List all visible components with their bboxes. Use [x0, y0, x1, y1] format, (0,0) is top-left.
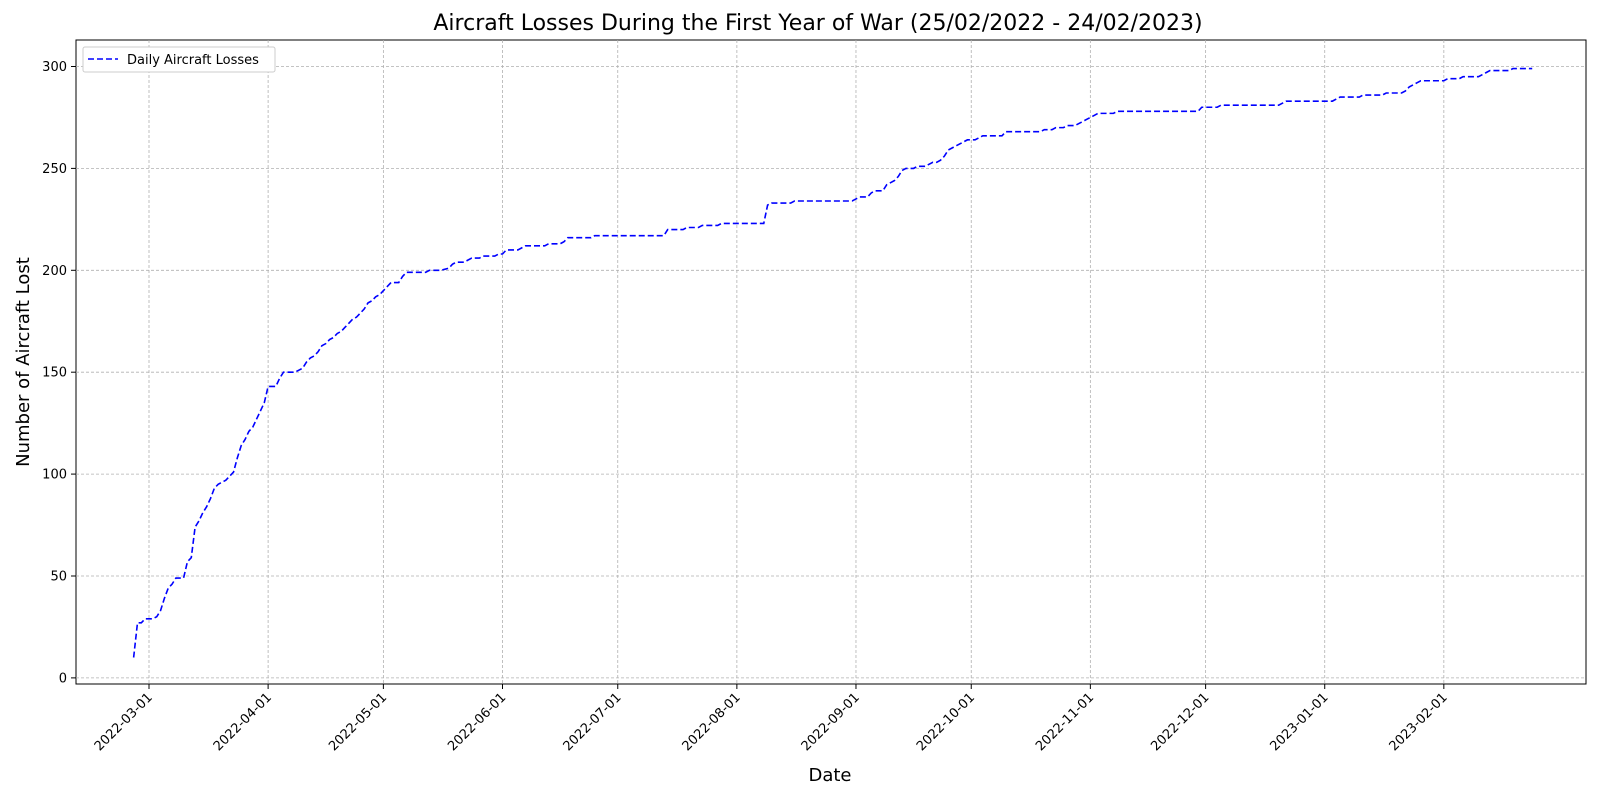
- y-tick-label: 250: [42, 162, 67, 177]
- x-tick-label: 2022-03-01: [92, 690, 156, 754]
- y-axis-ticks: 0 50 100 150 200 250 300: [42, 60, 76, 686]
- x-tick-label: 2022-08-01: [680, 690, 744, 754]
- y-tick-label: 100: [42, 468, 67, 483]
- x-tick-label: 2022-05-01: [326, 690, 390, 754]
- y-tick-label: 150: [42, 366, 67, 381]
- y-tick-label: 300: [42, 60, 67, 75]
- chart-title: Aircraft Losses During the First Year of…: [433, 11, 1202, 36]
- series-line-daily-aircraft-losses: [132, 67, 1533, 658]
- legend-box: [82, 46, 276, 73]
- x-tick-label: 2022-10-01: [914, 690, 978, 754]
- x-axis-label: Date: [808, 765, 851, 786]
- y-tick-label: 0: [59, 671, 67, 686]
- legend: Daily Aircraft Losses: [82, 46, 276, 73]
- legend-label: Daily Aircraft Losses: [127, 53, 259, 68]
- x-tick-label: 2023-02-01: [1387, 690, 1451, 754]
- x-tick-label: 2022-04-01: [211, 690, 275, 754]
- x-tick-label: 2022-06-01: [445, 690, 509, 754]
- x-tick-label: 2023-01-01: [1268, 690, 1332, 754]
- x-tick-label: 2022-11-01: [1033, 690, 1097, 754]
- y-axis-label: Number of Aircraft Lost: [13, 257, 34, 467]
- y-tick-label: 200: [42, 264, 67, 279]
- y-tick-label: 50: [50, 569, 67, 584]
- plot-area: [75, 39, 1587, 685]
- x-tick-label: 2022-12-01: [1148, 690, 1212, 754]
- x-tick-label: 2022-09-01: [799, 690, 863, 754]
- x-tick-label: 2022-07-01: [561, 690, 625, 754]
- x-axis-ticks: 2022-03-01 2022-04-01 2022-05-01 2022-06-01…: [92, 684, 1451, 754]
- gridlines: [76, 40, 1586, 684]
